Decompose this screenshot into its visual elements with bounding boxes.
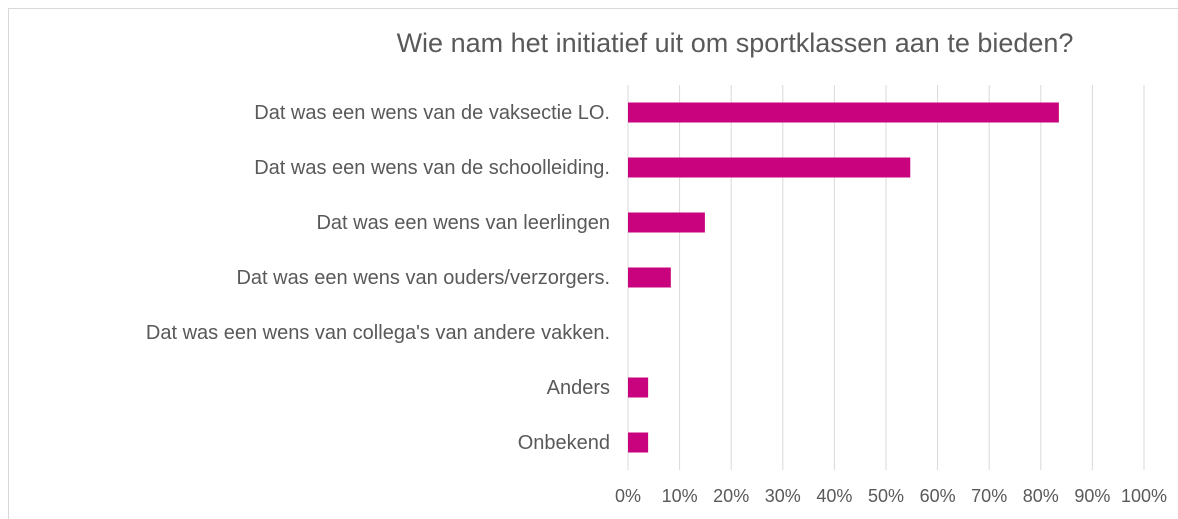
bar bbox=[628, 157, 911, 178]
chart-border bbox=[8, 8, 1178, 519]
y-tick-label: Anders bbox=[120, 360, 610, 415]
bar bbox=[628, 432, 649, 453]
category-text: Dat was een wens van collega's van ander… bbox=[145, 321, 610, 344]
x-tick-label: 90% bbox=[1074, 486, 1110, 506]
y-tick-label: Onbekend bbox=[120, 415, 610, 470]
bar bbox=[628, 267, 671, 288]
bar bbox=[628, 377, 649, 398]
y-tick-label: Dat was een wens van ouders/verzorgers. bbox=[120, 250, 610, 305]
x-tick-label: 20% bbox=[713, 486, 749, 506]
x-tick-label: 0% bbox=[615, 486, 641, 506]
category-text: Dat was een wens van ouders/verzorgers. bbox=[236, 266, 610, 289]
category-text: Dat was een wens van leerlingen bbox=[316, 211, 610, 234]
category-text: Dat was een wens van de schoolleiding. bbox=[254, 156, 610, 179]
category-text: Dat was een wens van de vaksectie LO. bbox=[254, 101, 610, 124]
bar bbox=[628, 102, 1059, 123]
x-tick-label: 50% bbox=[868, 486, 904, 506]
y-tick-label: Dat was een wens van collega's van ander… bbox=[120, 305, 610, 360]
x-tick-label: 40% bbox=[816, 486, 852, 506]
x-tick-label: 30% bbox=[765, 486, 801, 506]
x-tick-label: 60% bbox=[920, 486, 956, 506]
x-tick-label: 100% bbox=[1121, 486, 1167, 506]
x-tick-label: 70% bbox=[971, 486, 1007, 506]
chart-title: Wie nam het initiatief uit om sportklass… bbox=[397, 28, 1074, 58]
y-tick-label: Dat was een wens van de vaksectie LO. bbox=[120, 85, 610, 140]
category-text: Anders bbox=[546, 376, 610, 399]
bar bbox=[628, 212, 705, 233]
y-tick-label: Dat was een wens van leerlingen bbox=[120, 195, 610, 250]
x-tick-label: 80% bbox=[1023, 486, 1059, 506]
category-text: Onbekend bbox=[517, 431, 610, 454]
y-tick-label: Dat was een wens van de schoolleiding. bbox=[120, 140, 610, 195]
x-tick-label: 10% bbox=[662, 486, 698, 506]
